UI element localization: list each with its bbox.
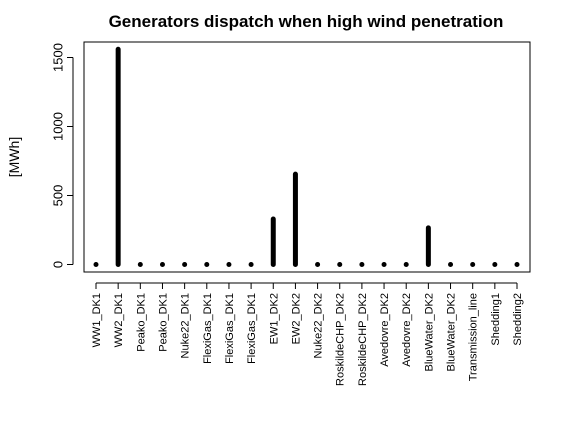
y-tick-label: 500 [51,185,66,207]
x-tick-label: Transmission_line [468,293,480,381]
x-tick-label: Peako_DK1 [135,293,147,352]
x-tick-label: Peako_DK1 [157,293,169,352]
y-axis-label: [MWh] [6,137,22,177]
x-tick-label: WW1_DK1 [91,293,103,347]
x-tick-label: RoskildeCHP_DK2 [357,293,369,386]
x-tick-label: BlueWater_DK2 [423,293,435,371]
x-tick-label: Nuke22_DK1 [180,293,192,358]
x-axis: WW1_DK1 WW2_DK1 Peako_DK1 Peako_DK1 Nuke22_D… [91,282,524,386]
x-tick-label: Avedovre_DK2 [379,293,391,367]
x-tick-label: BlueWater_DK2 [446,293,458,371]
y-tick-label: 1500 [51,43,66,72]
y-axis: 0 500 1000 1500 [51,43,74,268]
x-tick-label: FlexiGas_DK1 [224,293,236,364]
x-tick-label: Nuke22_DK2 [313,293,325,358]
plot-frame [83,41,531,273]
x-tick-label: EW1_DK2 [268,293,280,344]
x-tick-label: Shedding2 [512,293,524,346]
bars [93,46,520,267]
x-tick-label: Avedovre_DK2 [401,293,413,367]
y-tick-label: 1000 [51,112,66,141]
chart-title: Generators dispatch when high wind penet… [109,12,504,31]
x-tick-label: EW2_DK2 [290,293,302,344]
y-tick-label: 0 [51,261,66,268]
x-tick-label: FlexiGas_DK1 [246,293,258,364]
x-tick-label: Shedding1 [490,293,502,346]
x-tick-label: WW2_DK1 [113,293,125,347]
x-tick-label: FlexiGas_DK1 [202,293,214,364]
x-tick-label: RoskildeCHP_DK2 [335,293,347,386]
